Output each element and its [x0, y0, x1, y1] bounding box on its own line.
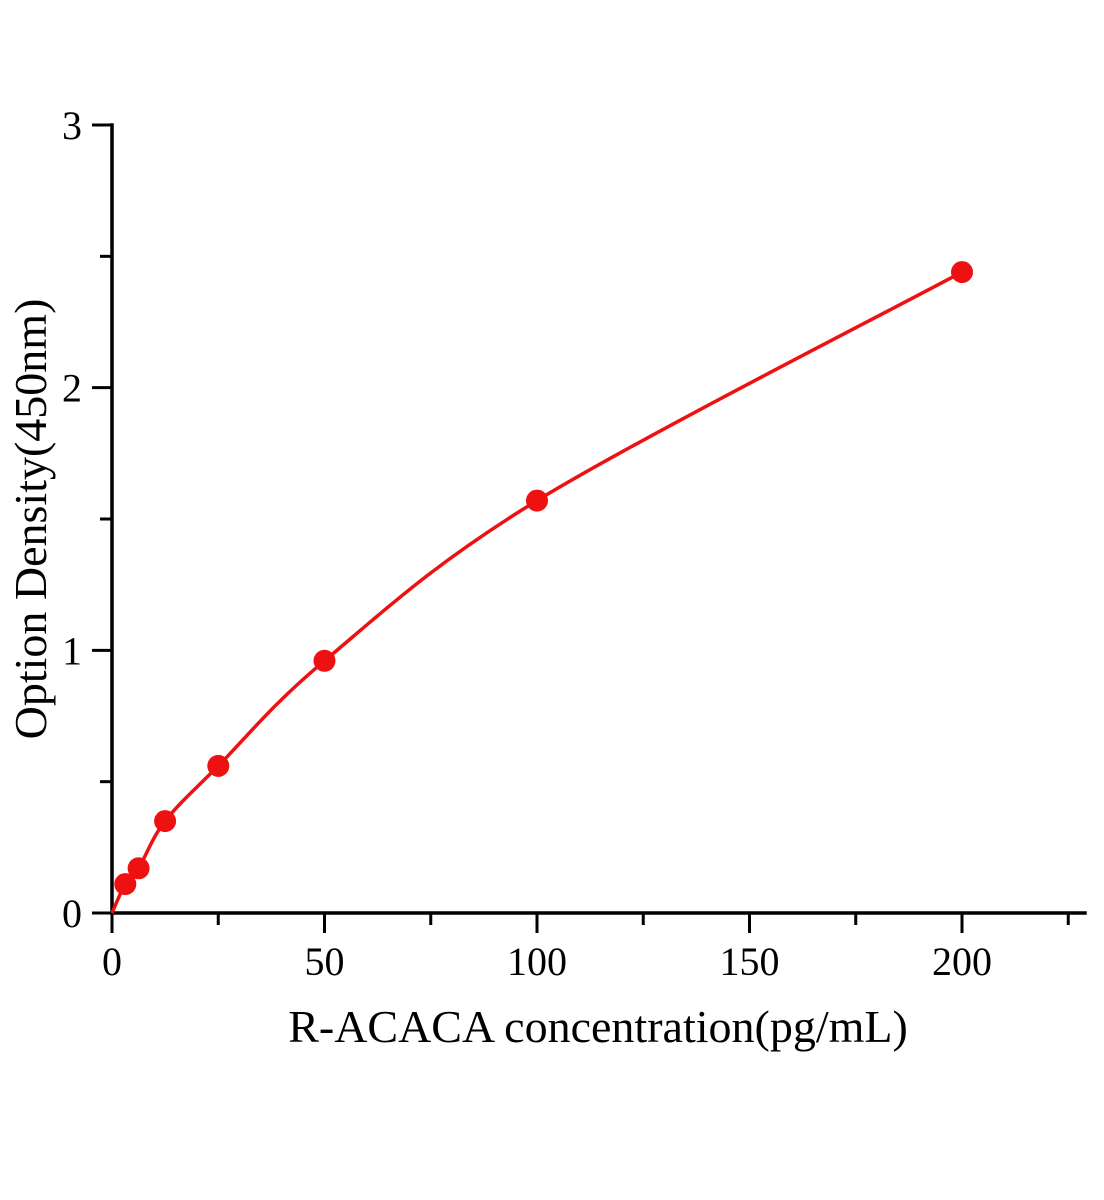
- plot-area: 0 50 100 150 200 0 1 2 3: [62, 103, 1087, 984]
- data-point: [526, 489, 548, 512]
- x-tick-label: 200: [932, 939, 992, 984]
- axes-frame: [110, 123, 1087, 915]
- x-tick-label: 100: [507, 939, 567, 984]
- x-tick-label: 150: [720, 939, 780, 984]
- standard-curve-line: [110, 270, 963, 914]
- x-tick-label: 50: [305, 939, 345, 984]
- x-tick-label: 0: [102, 939, 122, 984]
- data-point: [127, 857, 150, 880]
- data-point: [154, 810, 177, 833]
- data-point: [951, 261, 973, 284]
- y-tick-label: 0: [62, 891, 82, 936]
- y-axis-title: Option Density(450nm): [5, 299, 56, 740]
- y-tick-label: 2: [62, 366, 82, 411]
- data-point: [114, 873, 137, 896]
- data-point: [207, 754, 230, 777]
- y-tick-label: 1: [62, 628, 82, 673]
- y-tick-label: 3: [62, 103, 82, 148]
- data-point: [313, 649, 336, 672]
- x-axis-title: R-ACACA concentration(pg/mL): [288, 1001, 908, 1052]
